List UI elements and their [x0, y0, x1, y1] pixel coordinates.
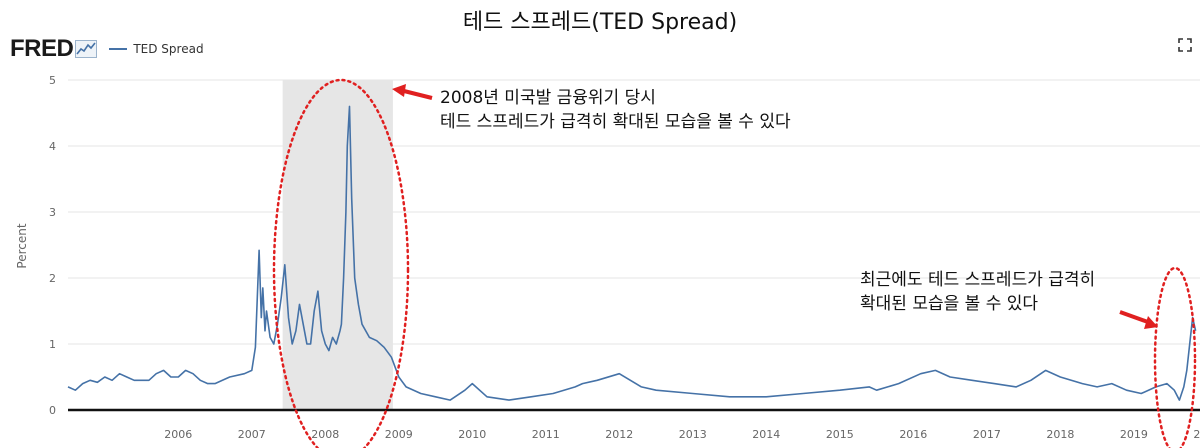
chart-header: FRED TED Spread: [10, 34, 204, 64]
x-tick-label: 2012: [605, 428, 633, 441]
y-tick-label: 4: [49, 140, 56, 153]
legend-swatch: [109, 48, 128, 50]
x-tick-label: 2009: [385, 428, 413, 441]
crisis-highlight-ellipse: [272, 78, 410, 448]
fred-logo-graph-icon: [75, 40, 98, 58]
y-tick-label: 3: [49, 206, 56, 219]
x-tick-label: 2008: [311, 428, 339, 441]
x-tick-label: 2007: [238, 428, 266, 441]
x-tick-label: 2016: [899, 428, 927, 441]
fred-logo[interactable]: FRED: [10, 35, 74, 62]
crisis-annotation-line2: 테드 스프레드가 급격히 확대된 모습을 볼 수 있다: [440, 112, 791, 132]
crisis-annotation-line1: 2008년 미국발 금융위기 당시: [440, 88, 656, 108]
x-tick-label: 2013: [679, 428, 707, 441]
recent-arrow-icon: [1119, 310, 1158, 329]
x-tick-label: 2017: [973, 428, 1001, 441]
y-axis-ticks: 0 1 2 3 4 5: [49, 74, 56, 417]
fullscreen-icon[interactable]: [1178, 38, 1192, 52]
y-tick-label: 0: [49, 404, 56, 417]
gridlines: [68, 79, 1200, 345]
x-tick-label: 2010: [458, 428, 486, 441]
legend-label[interactable]: TED Spread: [133, 42, 204, 56]
x-tick-label: 2018: [1046, 428, 1074, 441]
x-tick-label: 2006: [164, 428, 192, 441]
recent-highlight-ellipse: [1153, 266, 1197, 448]
x-tick-label: 2020: [1193, 428, 1200, 441]
y-tick-label: 5: [49, 74, 56, 87]
recent-annotation-line2: 확대된 모습을 볼 수 있다: [860, 294, 1039, 314]
ted-spread-line: [67, 105, 1197, 401]
y-tick-label: 1: [49, 338, 56, 351]
y-axis-label: Percent: [15, 223, 29, 268]
crisis-arrow-icon: [392, 84, 433, 100]
recent-annotation: 최근에도 테드 스프레드가 급격히 확대된 모습을 볼 수 있다: [860, 268, 1095, 316]
recession-shading: [282, 80, 393, 410]
x-tick-label: 2014: [752, 428, 780, 441]
x-tick-label: 2015: [826, 428, 854, 441]
x-axis-ticks: 2006 2007 2008 2009 2010 2011 2012 2013 2014 2015…: [164, 428, 1200, 441]
page-title: 테드 스프레드(TED Spread): [462, 10, 738, 35]
y-tick-label: 2: [49, 272, 56, 285]
crisis-annotation: 2008년 미국발 금융위기 당시 테드 스프레드가 급격히 확대된 모습을 볼…: [440, 86, 791, 134]
x-tick-label: 2011: [532, 428, 560, 441]
recent-annotation-line1: 최근에도 테드 스프레드가 급격히: [860, 270, 1096, 290]
x-tick-label: 2019: [1120, 428, 1148, 441]
